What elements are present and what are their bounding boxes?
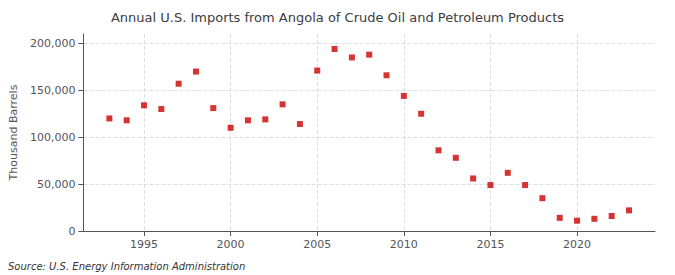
svg-text:Thousand Barrels: Thousand Barrels xyxy=(7,84,20,181)
svg-text:200,000: 200,000 xyxy=(30,37,76,50)
svg-text:2020: 2020 xyxy=(563,238,591,251)
svg-text:2015: 2015 xyxy=(476,238,504,251)
svg-text:2005: 2005 xyxy=(303,238,331,251)
svg-text:150,000: 150,000 xyxy=(30,84,76,97)
svg-text:1995: 1995 xyxy=(130,238,158,251)
svg-text:Annual U.S. Imports from Angol: Annual U.S. Imports from Angola of Crude… xyxy=(111,10,564,25)
svg-text:0: 0 xyxy=(68,225,75,238)
svg-text:100,000: 100,000 xyxy=(30,131,76,144)
svg-text:Source: U.S. Energy Informatio: Source: U.S. Energy Information Administ… xyxy=(8,261,245,272)
svg-text:50,000: 50,000 xyxy=(37,178,76,191)
svg-text:2010: 2010 xyxy=(390,238,418,251)
svg-text:2000: 2000 xyxy=(217,238,245,251)
